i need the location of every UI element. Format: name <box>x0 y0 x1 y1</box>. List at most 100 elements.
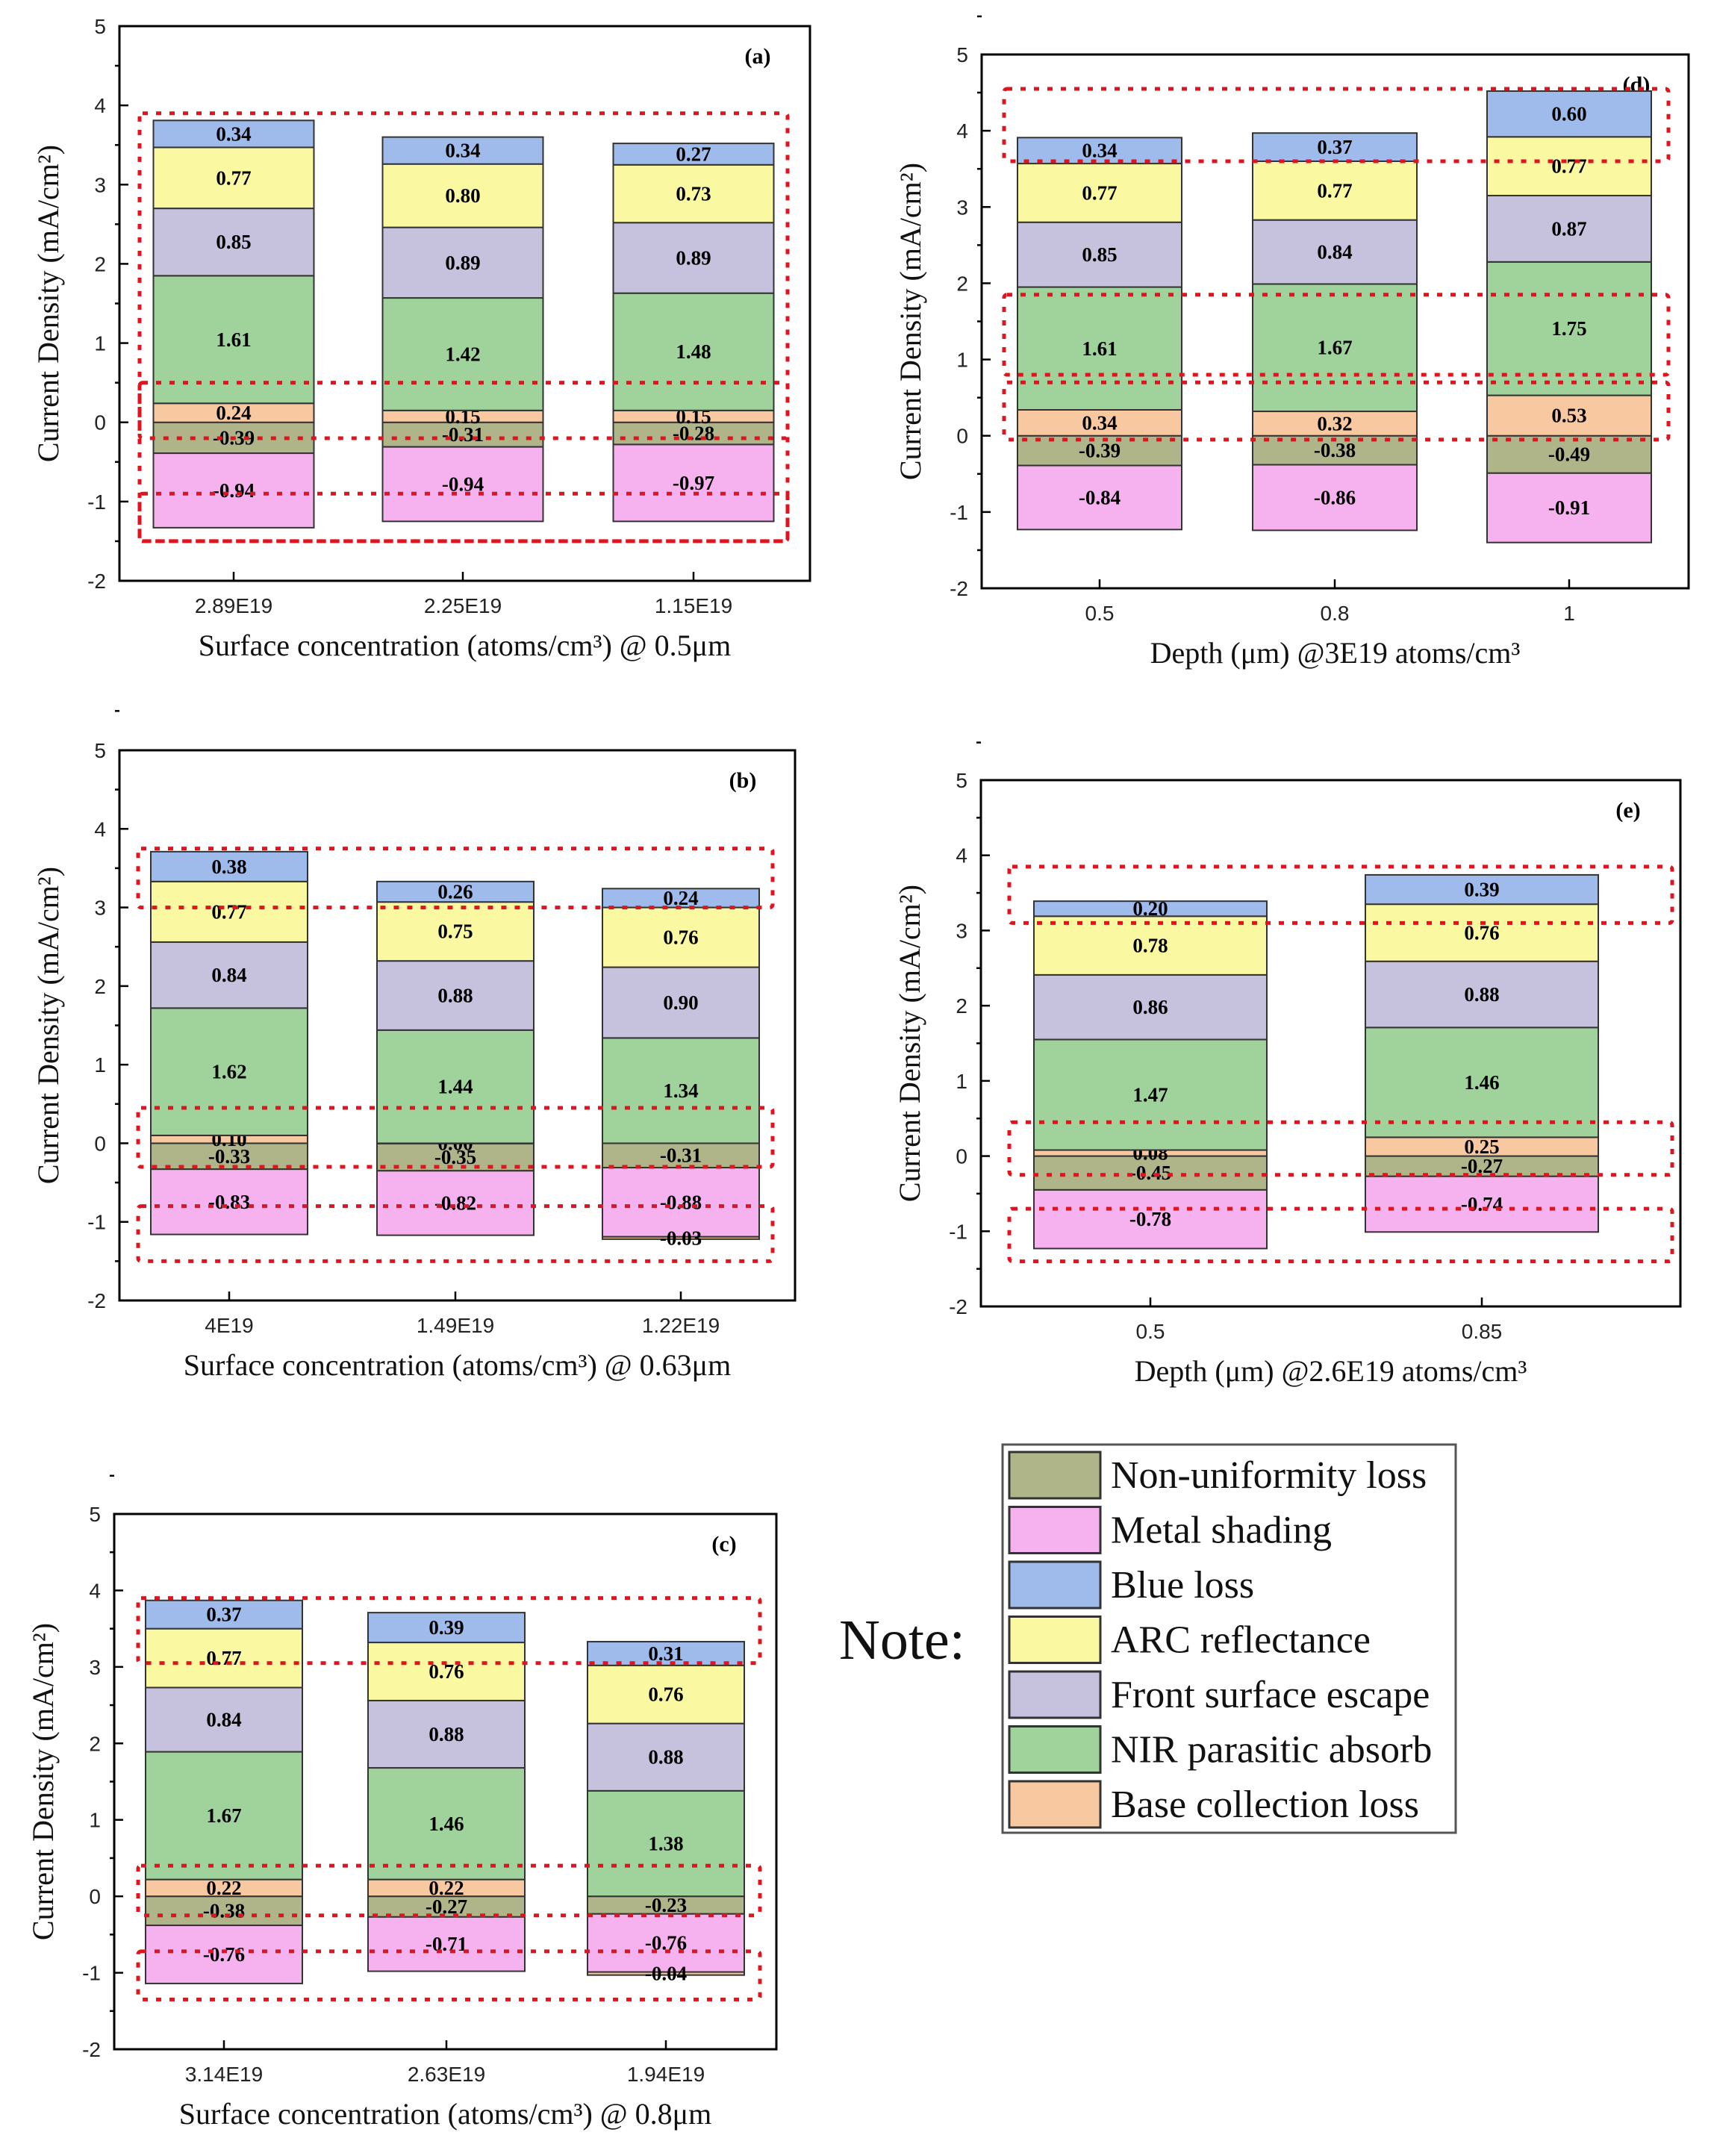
data-label: 0.34 <box>216 122 251 145</box>
bar-segment <box>381 136 544 165</box>
data-label: -0.76 <box>203 1943 245 1966</box>
bar-segment <box>150 850 308 882</box>
bar-segment <box>145 1751 303 1881</box>
y-tick-label: 4 <box>956 844 967 867</box>
y-axis-title: Current Density (mA/cm²) <box>26 1623 60 1940</box>
data-label: -0.38 <box>1314 439 1356 461</box>
data-label: 0.86 <box>1132 996 1168 1018</box>
bar-segment <box>1017 408 1182 437</box>
bar-segment <box>1033 900 1268 917</box>
bar-segment <box>1252 464 1418 532</box>
bar-segment <box>1252 132 1418 162</box>
data-label: 0.38 <box>211 856 246 878</box>
data-label: -0.04 <box>645 1963 687 1985</box>
legend-swatch <box>1008 1616 1102 1664</box>
bar-segment <box>1486 136 1652 196</box>
highlight-box <box>1002 293 1671 377</box>
panel-tag: (b) <box>729 768 757 793</box>
legend-label: Blue loss <box>1111 1564 1254 1607</box>
data-label: 0.22 <box>206 1877 241 1899</box>
highlight-box <box>1007 864 1674 925</box>
y-tick-label: -2 <box>87 570 106 593</box>
bar-segment <box>1033 1188 1268 1250</box>
data-label: 0.34 <box>445 140 480 162</box>
bar-segment <box>145 1599 303 1630</box>
bar-segment <box>367 1699 526 1769</box>
bar-segment <box>145 1686 303 1753</box>
bar-segment <box>152 146 315 210</box>
data-label: -0.83 <box>208 1191 250 1213</box>
bar-segment <box>1017 464 1182 531</box>
highlight-box <box>1002 87 1671 163</box>
panel-tag: (a) <box>745 44 771 69</box>
data-label: 1.75 <box>1551 317 1586 340</box>
data-label: -0.84 <box>1079 486 1121 508</box>
data-label: 0.37 <box>1317 136 1352 158</box>
bar-segment <box>587 1641 745 1666</box>
bar-segment <box>602 1167 760 1238</box>
data-label: 0.84 <box>211 964 246 986</box>
data-label: 0.85 <box>216 231 251 253</box>
bar-segment <box>1486 472 1652 543</box>
y-tick-label: 5 <box>94 15 106 38</box>
bar-segment <box>376 880 535 903</box>
data-label: 0.88 <box>648 1746 683 1769</box>
y-tick-label: 1 <box>956 1070 967 1093</box>
highlight-box <box>1007 1120 1674 1177</box>
x-axis-title: Depth (μm) @2.6E19 atoms/cm³ <box>1135 1354 1527 1388</box>
bar-segment <box>1017 286 1182 411</box>
bar-segment <box>381 446 544 523</box>
legend-swatch <box>1008 1780 1102 1829</box>
bar-segment <box>1033 1155 1268 1191</box>
y-tick-label: -1 <box>950 501 968 524</box>
data-label: 0.73 <box>676 182 711 205</box>
bar-segment <box>1486 90 1652 138</box>
stacked-bar: -0.39 -0.84 0.34 1.61 0.85 0.77 0.34 <box>1017 137 1182 531</box>
data-label: -0.94 <box>213 479 255 502</box>
bar-segment <box>602 1037 760 1144</box>
highlight-box <box>1002 380 1671 442</box>
data-label: -0.27 <box>426 1895 467 1918</box>
bar-segment <box>152 452 315 529</box>
x-tick-label: 3.14E19 <box>185 2063 263 2086</box>
data-label: 0.76 <box>663 926 698 949</box>
x-tick-label: 0.5 <box>1085 602 1115 625</box>
x-tick-label: 1.15E19 <box>655 594 732 617</box>
bar-segment <box>587 1913 745 1973</box>
data-label: -0.91 <box>1548 496 1590 519</box>
x-tick-label: 1.49E19 <box>417 1314 494 1337</box>
y-tick-label: -1 <box>87 490 106 514</box>
data-label: 0.84 <box>206 1709 241 1731</box>
stacked-bar: -0.39-0.940.241.610.850.770.34 <box>152 119 315 529</box>
data-label: 0.37 <box>206 1604 241 1626</box>
bar-segment <box>1033 915 1268 976</box>
data-label: -0.49 <box>1548 443 1590 466</box>
data-label: -0.97 <box>673 472 714 494</box>
y-tick-label: 0 <box>956 1145 967 1168</box>
highlight-box <box>137 381 790 440</box>
x-axis-title: Surface concentration (atoms/cm³) @ 0.63… <box>184 1348 731 1382</box>
bar-segment <box>587 1664 745 1725</box>
bar-segment <box>367 1612 526 1644</box>
x-tick-label: 0.8 <box>1321 602 1350 625</box>
data-label: 1.61 <box>216 328 251 351</box>
data-label: -0.35 <box>434 1146 476 1168</box>
data-label: -0.28 <box>673 423 714 445</box>
legend-label: Metal shading <box>1111 1509 1332 1552</box>
data-label: 1.62 <box>211 1061 246 1083</box>
panel-tag: (c) <box>711 1532 736 1557</box>
stacked-bar: -0.38 -0.76 0.22 1.67 0.84 0.77 0.37 <box>145 1599 303 1984</box>
data-label: 0.89 <box>676 246 711 269</box>
y-tick-label: 5 <box>89 1503 101 1526</box>
highlight-box <box>136 1596 762 1666</box>
panel-b: -2 -1 0 1 2 3 4 5 Current Density (mA/cm²) Surfac… <box>31 710 797 1382</box>
legend-label: Non-uniformity loss <box>1111 1454 1427 1497</box>
bar-segment <box>376 1170 535 1236</box>
y-tick-label: 0 <box>94 411 106 434</box>
x-tick-label: 0.5 <box>1136 1320 1165 1343</box>
x-tick-label: 0.85 <box>1462 1320 1503 1343</box>
highlight-box <box>1007 1206 1674 1264</box>
x-tick-label: 2.25E19 <box>424 594 502 617</box>
data-label: 0.24 <box>216 402 251 424</box>
